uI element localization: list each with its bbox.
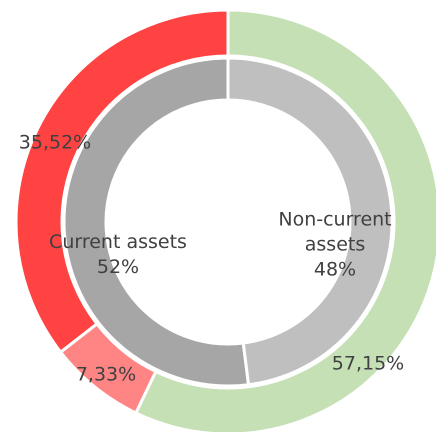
slice-label: 35,52%	[19, 131, 91, 156]
slice-label: 57,15%	[332, 352, 404, 377]
value-label: 35,52%	[18, 131, 92, 154]
slice-label: Current assets 52%	[18, 230, 218, 280]
category-label: Non-current assets	[278, 208, 392, 256]
value-label: 52%	[96, 256, 140, 278]
slice-label: Non-current assets 48%	[265, 208, 405, 283]
donut-slice	[226, 56, 394, 387]
value-label: 7,33%	[75, 363, 137, 386]
donut-slice	[62, 56, 251, 388]
value-label: 48%	[313, 258, 357, 281]
donut-slice	[133, 8, 436, 432]
category-label: Current assets	[49, 231, 187, 253]
slice-label: 7,33%	[76, 363, 136, 388]
value-label: 57,15%	[331, 352, 405, 375]
